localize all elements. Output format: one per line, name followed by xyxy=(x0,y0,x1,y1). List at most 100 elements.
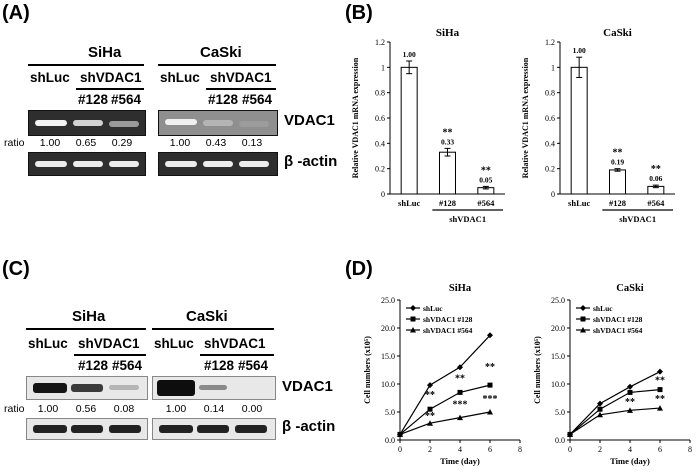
band xyxy=(33,425,67,433)
band xyxy=(71,425,103,433)
bar xyxy=(609,169,626,195)
a-caski-clone-128: #128 xyxy=(208,92,239,107)
data-label: 0.19 xyxy=(611,158,624,167)
y-tick-label: 0.8 xyxy=(545,89,555,98)
data-point xyxy=(657,387,663,393)
significance-mark: ** xyxy=(443,127,453,138)
y-tick-label: 20.0 xyxy=(551,324,565,333)
x-tick-label: #128 xyxy=(439,198,456,208)
significance-mark: ** xyxy=(651,164,661,175)
x-tick-label: shLuc xyxy=(568,198,590,208)
chart-title: SiHa xyxy=(449,283,472,294)
x-tick-label: #564 xyxy=(477,198,495,208)
y-tick-label: 0 xyxy=(381,190,385,199)
x-tick-label: 0 xyxy=(398,445,402,454)
series-line xyxy=(569,371,661,435)
data-point xyxy=(597,400,603,407)
c-siha-clone-128: #128 xyxy=(78,358,109,373)
c-siha-group-underline xyxy=(74,354,146,356)
panel-b-charts: SiHa Relative VDAC1 mRNA expression 0 0.2 0.… xyxy=(351,27,675,224)
a-caski-clone-564: #564 xyxy=(242,92,273,107)
data-label: 1.00 xyxy=(573,46,586,55)
c-caski-clone-128: #128 xyxy=(204,358,235,373)
c-siha-shluc-label: shLuc xyxy=(28,336,68,351)
c-caski-underline xyxy=(152,328,274,330)
significance-mark: ** xyxy=(655,376,665,387)
y-tick-label: 0.2 xyxy=(375,165,385,174)
a-caski-group-underline xyxy=(206,88,276,90)
band xyxy=(157,380,195,396)
legend-label: shVDAC1 #564 xyxy=(423,326,473,335)
c-siha-title: SiHa xyxy=(72,308,106,325)
legend-label: shVDAC1 #128 xyxy=(423,315,473,324)
a-ratio-value: 1.00 xyxy=(39,137,61,149)
c-ratio-value: 0.08 xyxy=(113,403,135,415)
c-ratio-value: 1.00 xyxy=(165,403,187,415)
y-axis-label: Cell numbers (x10⁵) xyxy=(533,336,542,404)
panel-c-label: (C) xyxy=(2,258,30,280)
x-tick-label: 6 xyxy=(488,445,492,454)
band xyxy=(73,161,103,167)
y-tick-label: 10.0 xyxy=(551,380,565,389)
band xyxy=(35,161,67,167)
x-tick-label: 4 xyxy=(458,445,462,454)
y-tick-label: 0 xyxy=(551,190,555,199)
c-siha-underline xyxy=(26,328,146,330)
band xyxy=(109,425,141,433)
y-tick-label: 0.6 xyxy=(375,114,385,123)
data-point xyxy=(627,389,633,395)
significance-mark: ** xyxy=(625,397,635,408)
a-ratio-value: 0.65 xyxy=(75,137,97,149)
y-tick-label: 5.0 xyxy=(555,408,565,417)
data-point xyxy=(427,382,433,389)
a-siha-title: SiHa xyxy=(88,44,122,61)
y-tick-label: 0.8 xyxy=(375,89,385,98)
y-axis-label: Relative VDAC1 mRNA expression xyxy=(521,57,530,178)
a-siha-clone-564: #564 xyxy=(111,92,142,107)
data-point xyxy=(457,414,463,421)
data-label: 1.00 xyxy=(403,50,416,59)
significance-mark: ** xyxy=(655,394,665,405)
panel-b-label: (B) xyxy=(345,2,373,24)
a-caski-vdac1-gel xyxy=(158,110,278,136)
c-caski-clone-564: #564 xyxy=(238,358,269,373)
a-caski-underline xyxy=(158,64,276,66)
y-tick-label: 10.0 xyxy=(381,380,395,389)
x-tick-label: 8 xyxy=(518,445,522,454)
a-siha-vdac1-gel xyxy=(28,110,146,136)
band xyxy=(109,161,139,167)
c-ratio-value: 0.56 xyxy=(75,403,97,415)
y-tick-label: 1 xyxy=(381,63,385,72)
series-line xyxy=(399,384,491,435)
legend-label: shLuc xyxy=(593,304,613,313)
y-tick-label: 1 xyxy=(551,63,555,72)
c-caski-title: CaSki xyxy=(186,308,228,325)
band xyxy=(35,120,67,126)
c-ratio-value: 0.14 xyxy=(203,403,225,415)
band xyxy=(165,161,197,167)
data-point xyxy=(657,368,663,375)
a-siha-shluc-label: shLuc xyxy=(30,70,70,85)
significance-mark: *** xyxy=(453,400,468,411)
band xyxy=(73,120,103,126)
c-siha-actin-blot xyxy=(26,418,148,440)
a-caski-title: CaSki xyxy=(200,44,242,61)
data-point xyxy=(397,431,403,437)
a-siha-clone-128: #128 xyxy=(78,92,109,107)
legend-label: shLuc xyxy=(423,304,443,313)
x-tick-label: 8 xyxy=(688,445,692,454)
y-tick-label: 25.0 xyxy=(381,296,395,305)
band xyxy=(235,425,267,433)
series-line xyxy=(569,389,661,435)
data-point xyxy=(627,407,633,413)
legend-label: shVDAC1 #128 xyxy=(593,315,643,324)
a-vdac1-label: VDAC1 xyxy=(284,112,335,129)
bar xyxy=(439,151,456,195)
a-siha-actin-gel xyxy=(28,152,146,176)
x-tick-label: 6 xyxy=(658,445,662,454)
x-tick-label: #128 xyxy=(609,198,626,208)
x-tick-label: 4 xyxy=(628,445,632,454)
data-label: 0.05 xyxy=(479,175,492,184)
significance-mark: ** xyxy=(455,373,465,384)
